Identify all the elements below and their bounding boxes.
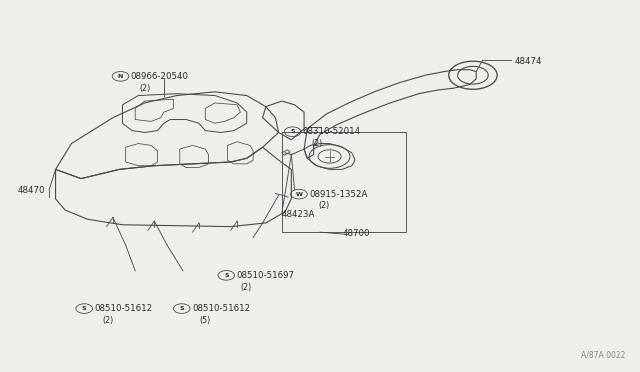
Text: (2): (2) xyxy=(241,283,252,292)
Text: (2): (2) xyxy=(312,139,323,148)
Text: 08510-51612: 08510-51612 xyxy=(95,304,152,313)
Text: 48423A: 48423A xyxy=(282,210,315,219)
Text: (5): (5) xyxy=(200,316,211,325)
Text: S: S xyxy=(179,306,184,311)
Text: 48470: 48470 xyxy=(17,186,45,195)
Text: S: S xyxy=(291,129,295,134)
Bar xyxy=(282,132,406,232)
Text: A/87A 0022: A/87A 0022 xyxy=(582,350,626,359)
Text: 08966-20540: 08966-20540 xyxy=(131,72,189,81)
Text: W: W xyxy=(296,192,303,197)
Text: S: S xyxy=(82,306,86,311)
Text: 48700: 48700 xyxy=(342,230,370,238)
Text: 08915-1352A: 08915-1352A xyxy=(309,190,367,199)
Text: N: N xyxy=(118,74,124,79)
Text: S: S xyxy=(224,273,228,278)
Text: 08510-51612: 08510-51612 xyxy=(192,304,250,313)
Text: 08310-52014: 08310-52014 xyxy=(303,127,361,136)
Text: 48474: 48474 xyxy=(515,57,542,66)
Text: (2): (2) xyxy=(102,316,113,325)
Text: (2): (2) xyxy=(318,201,330,211)
Text: (2): (2) xyxy=(140,84,151,93)
Text: 08510-51697: 08510-51697 xyxy=(237,271,294,280)
